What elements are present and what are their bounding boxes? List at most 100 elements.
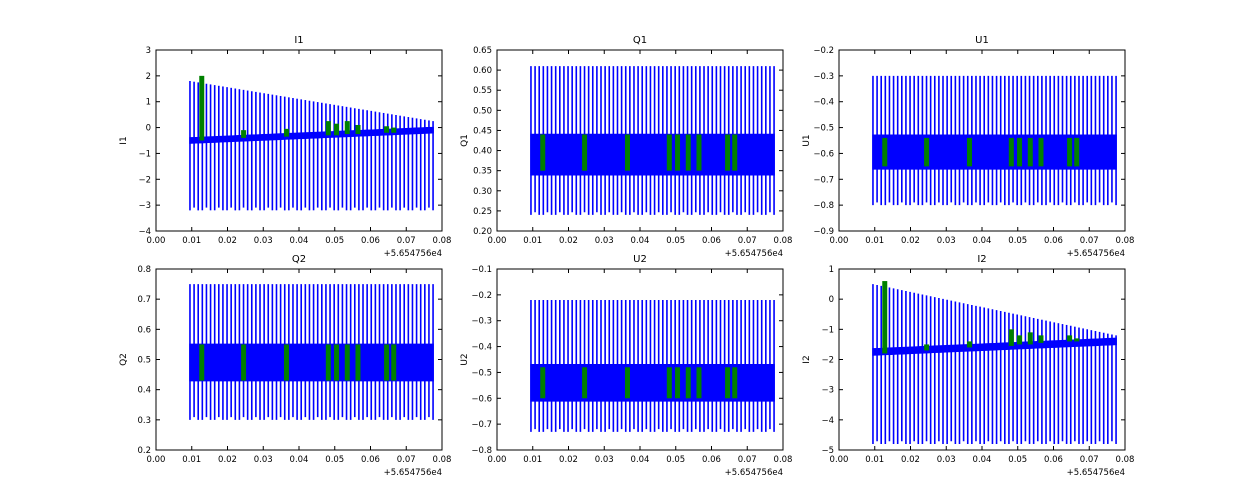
- chart-q2: 0.00 0.01 0.02 0.03 0.04 0.05 0.06 0.07 0.08 0.2 0…: [119, 254, 451, 478]
- y-tick-label: −0.8: [471, 446, 492, 456]
- x-tick-label: 0.02: [559, 455, 578, 465]
- x-tick-label: 0.03: [254, 455, 273, 465]
- y-tick-label: 0.6: [137, 325, 151, 335]
- y-tick-label: 0.7: [137, 295, 151, 305]
- green-segment: [199, 344, 205, 381]
- chart-i1: 0.00 0.01 0.02 0.03 0.04 0.05 0.06 0.07 0.08 −4 −3…: [119, 35, 451, 259]
- x-tick-label: 0.02: [901, 455, 920, 465]
- green-segment: [725, 367, 731, 399]
- y-tick-label: −0.3: [471, 317, 492, 327]
- green-segment: [384, 344, 390, 381]
- plot-marks: [189, 284, 434, 420]
- y-tick-label: 1: [146, 98, 151, 108]
- y-axis-label: Q2: [119, 353, 129, 366]
- x-tick-label: 0.07: [738, 455, 757, 465]
- chart-title: U2: [633, 254, 647, 265]
- chart-title: U1: [975, 35, 989, 46]
- y-tick-label: −0.5: [813, 124, 834, 134]
- green-segment: [582, 367, 588, 399]
- x-tick-label: 0.07: [738, 236, 757, 246]
- y-tick-label: 3: [146, 46, 151, 56]
- x-tick-label: 0.03: [595, 455, 614, 465]
- chart-title: Q1: [633, 35, 647, 46]
- green-segment: [966, 341, 972, 348]
- y-tick-label: −1: [821, 325, 834, 335]
- green-segment: [732, 367, 738, 399]
- x-tick-label: 0.04: [631, 236, 650, 246]
- x-tick-label: 0.01: [523, 455, 542, 465]
- green-segment: [1038, 137, 1044, 167]
- y-tick-label: −0.7: [813, 175, 834, 185]
- x-tick-label: 0.01: [182, 455, 201, 465]
- x-tick-label: 0.00: [830, 236, 849, 246]
- x-tick-label: 0.00: [488, 455, 507, 465]
- x-tick-label: 0.06: [702, 455, 721, 465]
- green-segment: [624, 134, 630, 171]
- x-tick-label: 0.00: [147, 455, 166, 465]
- green-segment: [1017, 137, 1023, 167]
- chart-q1: 0.00 0.01 0.02 0.03 0.04 0.05 0.06 0.07 0.08 0.20…: [460, 35, 792, 259]
- y-tick-label: 0.65: [473, 46, 492, 56]
- green-segment: [882, 137, 888, 167]
- green-segment: [334, 344, 340, 381]
- x-tick-label: 0.03: [595, 236, 614, 246]
- green-segment: [1074, 338, 1080, 342]
- y-tick-label: 0.50: [473, 106, 492, 116]
- x-tick-label: 0.01: [523, 236, 542, 246]
- x-offset-label: +5.654756e4: [384, 249, 442, 259]
- green-segment: [241, 130, 247, 138]
- x-tick-label: 0.06: [361, 455, 380, 465]
- plot-marks: [530, 66, 775, 215]
- chart-title: Q2: [292, 254, 306, 265]
- green-segment: [1017, 335, 1023, 345]
- green-segment: [1027, 137, 1033, 167]
- x-tick-label: 0.04: [631, 455, 650, 465]
- y-tick-label: 0: [146, 124, 151, 134]
- x-tick-label: 0.08: [774, 455, 793, 465]
- x-offset-label: +5.654756e4: [725, 468, 783, 478]
- y-tick-label: −2: [821, 356, 834, 366]
- y-tick-label: −1: [138, 149, 151, 159]
- x-tick-label: 0.08: [1116, 236, 1135, 246]
- y-tick-label: −3: [138, 201, 151, 211]
- y-tick-label: 0.3: [137, 416, 151, 426]
- y-tick-label: −0.4: [813, 98, 834, 108]
- y-tick-label: −2: [138, 175, 151, 185]
- y-tick-label: 0.45: [473, 126, 492, 136]
- green-segment: [666, 367, 672, 399]
- x-tick-label: 0.04: [290, 236, 309, 246]
- green-segment: [725, 134, 731, 171]
- x-tick-label: 0.03: [937, 236, 956, 246]
- y-tick-label: 0.40: [473, 147, 492, 157]
- plot-marks: [872, 281, 1117, 444]
- y-axis-label: I1: [119, 136, 129, 144]
- y-tick-label: −0.8: [813, 201, 834, 211]
- x-tick-label: 0.05: [666, 455, 685, 465]
- x-tick-label: 0.07: [397, 455, 416, 465]
- y-tick-label: −0.5: [471, 368, 492, 378]
- x-tick-label: 0.05: [325, 236, 344, 246]
- green-segment: [283, 128, 289, 137]
- x-tick-label: 0.08: [433, 236, 452, 246]
- x-tick-label: 0.04: [973, 455, 992, 465]
- green-segment: [1008, 329, 1014, 346]
- y-tick-label: −0.9: [813, 227, 834, 237]
- x-tick-label: 0.03: [254, 236, 273, 246]
- x-tick-label: 0.04: [290, 455, 309, 465]
- y-tick-label: −0.3: [813, 72, 834, 82]
- y-tick-label: 0.4: [137, 386, 151, 396]
- green-segment: [325, 121, 331, 136]
- y-tick-label: −0.2: [471, 291, 492, 301]
- x-tick-label: 0.05: [325, 455, 344, 465]
- x-tick-label: 0.06: [702, 236, 721, 246]
- green-segment: [283, 344, 289, 381]
- green-segment: [924, 137, 930, 167]
- y-tick-label: 0.30: [473, 187, 492, 197]
- plot-marks: [872, 75, 1117, 206]
- green-segment: [334, 123, 340, 136]
- green-segment: [732, 134, 738, 171]
- y-tick-label: 1: [829, 265, 834, 275]
- green-segment: [1008, 137, 1014, 167]
- chart-u1: 0.00 0.01 0.02 0.03 0.04 0.05 0.06 0.07 0.08 −0.9…: [802, 35, 1134, 259]
- green-segment: [1067, 335, 1073, 342]
